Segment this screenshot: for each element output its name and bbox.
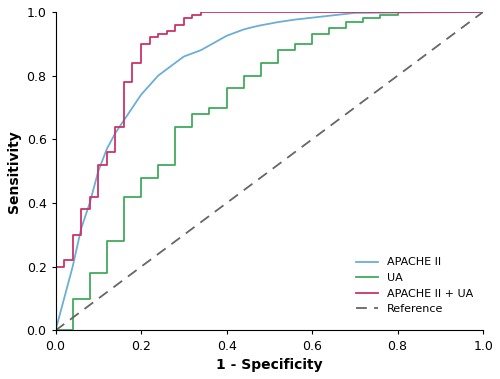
Y-axis label: Sensitivity: Sensitivity <box>7 130 21 213</box>
X-axis label: 1 - Specificity: 1 - Specificity <box>216 358 322 372</box>
Legend: APACHE II, UA, APACHE II + UA, Reference: APACHE II, UA, APACHE II + UA, Reference <box>352 253 478 318</box>
